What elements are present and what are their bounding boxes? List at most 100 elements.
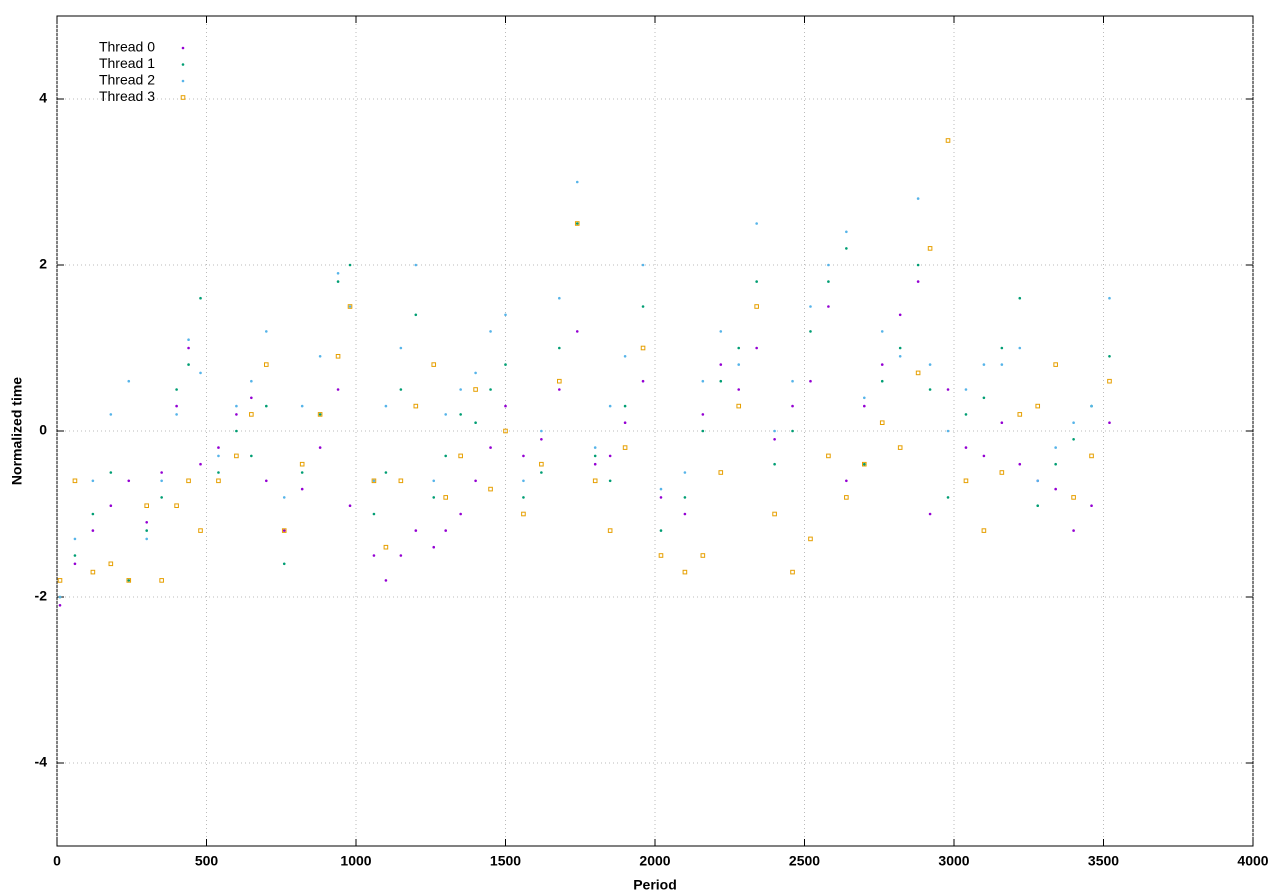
point (754, 304, 759, 309)
point (539, 461, 544, 467)
point (897, 445, 903, 450)
point (522, 496, 525, 499)
point (174, 503, 179, 508)
point (348, 305, 352, 308)
point (459, 413, 462, 416)
point (372, 512, 376, 516)
point (299, 461, 305, 467)
point (827, 305, 830, 308)
point (1071, 495, 1076, 500)
point (58, 604, 62, 607)
point (809, 305, 812, 308)
point (946, 429, 950, 433)
point (1107, 378, 1112, 384)
point (474, 479, 477, 483)
point (187, 363, 190, 366)
point (964, 446, 968, 449)
point (57, 578, 63, 583)
point (282, 496, 286, 499)
point (199, 371, 202, 375)
point (540, 471, 543, 474)
point (593, 446, 597, 449)
point (623, 355, 627, 358)
legend-marker (181, 63, 185, 66)
point (736, 403, 742, 409)
point (235, 404, 238, 408)
point (444, 454, 448, 458)
point (880, 330, 884, 333)
point (198, 528, 203, 533)
point (489, 330, 492, 333)
point (964, 413, 968, 416)
point (540, 429, 543, 433)
point (160, 479, 163, 483)
point (250, 379, 253, 383)
point (234, 453, 239, 459)
y-tick-label: -2 (35, 588, 48, 604)
point (719, 363, 723, 366)
point (109, 471, 113, 474)
point (827, 263, 830, 267)
point (1000, 363, 1004, 366)
point (459, 512, 462, 516)
point (1018, 346, 1022, 350)
point (522, 479, 525, 483)
point (431, 362, 437, 367)
point (558, 388, 561, 391)
point (608, 404, 612, 408)
point (1018, 462, 1022, 466)
point (1108, 355, 1111, 358)
point (458, 453, 463, 459)
point (809, 330, 812, 333)
point (916, 263, 920, 267)
point (459, 388, 462, 391)
point (682, 569, 688, 575)
legend-marker (180, 95, 186, 100)
point (414, 529, 418, 532)
point (127, 579, 131, 582)
point (898, 313, 902, 317)
point (718, 470, 724, 475)
point (109, 413, 113, 416)
point (127, 379, 131, 383)
point (127, 479, 131, 483)
point (1054, 446, 1057, 449)
point (443, 495, 448, 500)
point (915, 370, 921, 376)
x-tick-label: 3000 (938, 853, 969, 869)
point (250, 454, 253, 458)
point (318, 355, 322, 358)
point (399, 554, 403, 557)
point (186, 478, 191, 484)
point (791, 379, 794, 383)
point (281, 528, 287, 533)
point (928, 512, 932, 516)
point (371, 478, 377, 484)
legend-label: Thread 0 (99, 39, 155, 55)
point (384, 471, 388, 474)
point (593, 462, 597, 466)
x-tick-label: 500 (195, 853, 219, 869)
point (737, 363, 741, 366)
point (827, 280, 830, 283)
point (383, 544, 389, 550)
y-tick-label: 0 (39, 422, 47, 438)
point (336, 388, 340, 391)
point (791, 404, 794, 408)
point (318, 413, 322, 416)
point (489, 446, 492, 449)
point (1072, 529, 1075, 532)
point (701, 429, 705, 433)
x-axis-label: Period (633, 877, 677, 893)
point (432, 496, 436, 499)
point (235, 413, 238, 416)
point (372, 479, 376, 483)
point (336, 272, 340, 275)
point (898, 355, 902, 358)
point (641, 379, 645, 383)
point (575, 180, 579, 184)
point (414, 313, 418, 317)
point (175, 404, 178, 408)
point (575, 330, 579, 333)
